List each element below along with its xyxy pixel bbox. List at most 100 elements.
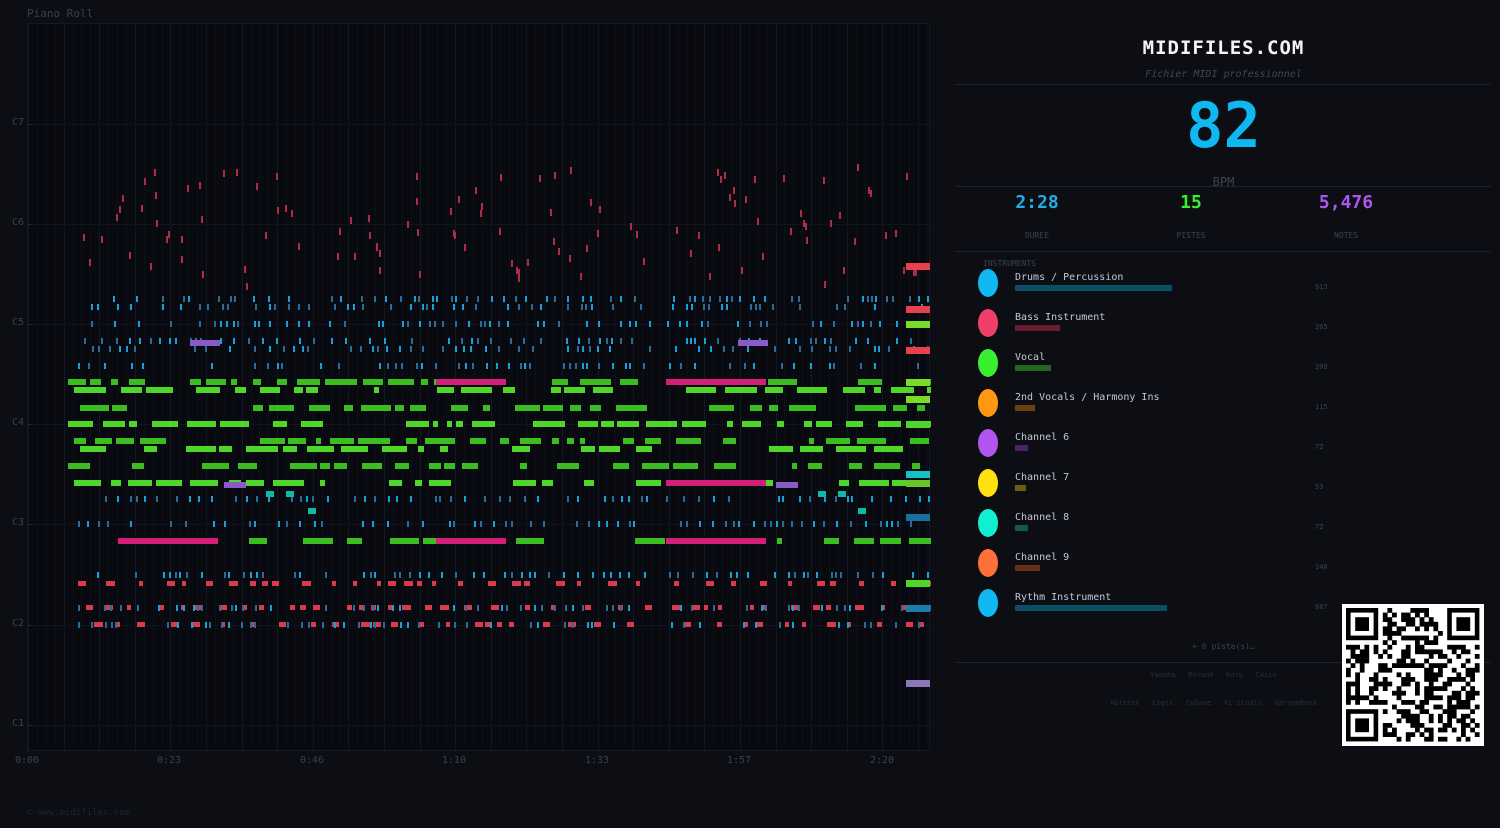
note: [199, 304, 201, 310]
note: [880, 538, 901, 544]
time-tick-label: 1:57: [726, 755, 752, 766]
instrument-row[interactable]: Channel 6 72: [978, 423, 1323, 463]
note: [312, 496, 314, 502]
instrument-row[interactable]: Drums / Percussion 913: [978, 263, 1328, 303]
qr-module: [1355, 690, 1360, 696]
qr-module: [1451, 677, 1457, 682]
qr-module: [1447, 713, 1452, 719]
note: [330, 438, 354, 444]
note: [500, 438, 509, 444]
note: [362, 304, 364, 310]
qr-module: [1442, 654, 1448, 659]
note: [855, 338, 857, 344]
note: [339, 228, 341, 235]
grid-line: [526, 24, 527, 752]
note: [453, 304, 455, 310]
note: [892, 480, 908, 486]
qr-module: [1415, 723, 1420, 728]
note: [334, 622, 336, 628]
instrument-note-bar: [1015, 525, 1028, 531]
note: [410, 304, 412, 310]
note: [372, 605, 374, 611]
instrument-row[interactable]: Channel 8 72: [978, 503, 1323, 543]
note: [129, 338, 131, 344]
note: [345, 338, 347, 344]
instrument-row[interactable]: 2nd Vocals / Harmony Ins 115: [978, 383, 1328, 423]
note: [597, 346, 599, 352]
note: [391, 622, 398, 627]
note: [231, 605, 233, 611]
note: [816, 421, 832, 427]
info-panel: MIDIFILES.COM Fichier MIDI professionnel…: [956, 0, 1491, 828]
note: [584, 480, 594, 486]
note: [813, 605, 820, 610]
note: [764, 521, 766, 527]
qr-module: [1428, 736, 1434, 742]
note: [370, 622, 372, 628]
note: [500, 174, 502, 181]
qr-module: [1401, 626, 1406, 632]
grid-line: [865, 24, 866, 752]
qr-module: [1428, 690, 1434, 696]
note: [629, 321, 631, 327]
note: [686, 338, 688, 344]
note: [676, 438, 701, 444]
note: [554, 296, 556, 302]
qr-module: [1438, 667, 1443, 673]
note: [783, 175, 785, 182]
note: [824, 338, 826, 344]
note: [794, 572, 796, 578]
note: [422, 521, 424, 527]
note: [374, 387, 379, 393]
instrument-row[interactable]: Vocal 209: [978, 343, 1328, 383]
qr-module: [1387, 626, 1393, 632]
instrument-color-dot: [978, 429, 998, 457]
note: [197, 605, 199, 611]
note: [628, 496, 630, 502]
note: [533, 421, 565, 427]
note: [130, 496, 132, 502]
note: [530, 521, 532, 527]
note: [298, 321, 300, 327]
instrument-row[interactable]: Channel 9 140: [978, 543, 1328, 583]
note: [529, 572, 531, 578]
time-tick-label: 1:10: [441, 755, 467, 766]
qr-module: [1369, 686, 1374, 691]
note: [762, 605, 767, 610]
instrument-row[interactable]: Channel 7 59: [978, 463, 1323, 503]
note: [702, 296, 704, 302]
note: [221, 622, 223, 628]
note: [524, 496, 526, 502]
note: [106, 581, 115, 586]
note: [906, 622, 913, 627]
note: [635, 538, 665, 544]
octave-line: [28, 224, 931, 225]
instrument-row[interactable]: Rythm Instrument 887: [978, 583, 1328, 623]
note: [851, 496, 853, 502]
qr-module: [1355, 718, 1369, 733]
note: [278, 521, 280, 527]
note: [862, 321, 864, 327]
time-tick-label: 2:20: [869, 755, 895, 766]
note: [513, 480, 536, 486]
qr-module: [1456, 677, 1462, 682]
qr-module: [1405, 681, 1411, 687]
note: [713, 605, 715, 611]
piano-roll-canvas[interactable]: [27, 23, 931, 752]
note: [196, 387, 220, 393]
instrument-row[interactable]: Bass Instrument 265: [978, 303, 1328, 343]
note: [419, 271, 421, 278]
note: [249, 521, 251, 527]
note: [588, 521, 590, 527]
qr-module: [1378, 667, 1383, 673]
note: [394, 572, 396, 578]
instrument-color-dot: [978, 389, 998, 417]
note: [499, 228, 501, 235]
note: [680, 521, 682, 527]
note: [68, 379, 86, 385]
note: [269, 304, 271, 310]
qr-code[interactable]: [1342, 604, 1484, 746]
note: [78, 521, 80, 527]
qr-module: [1378, 663, 1383, 668]
note: [444, 463, 455, 469]
